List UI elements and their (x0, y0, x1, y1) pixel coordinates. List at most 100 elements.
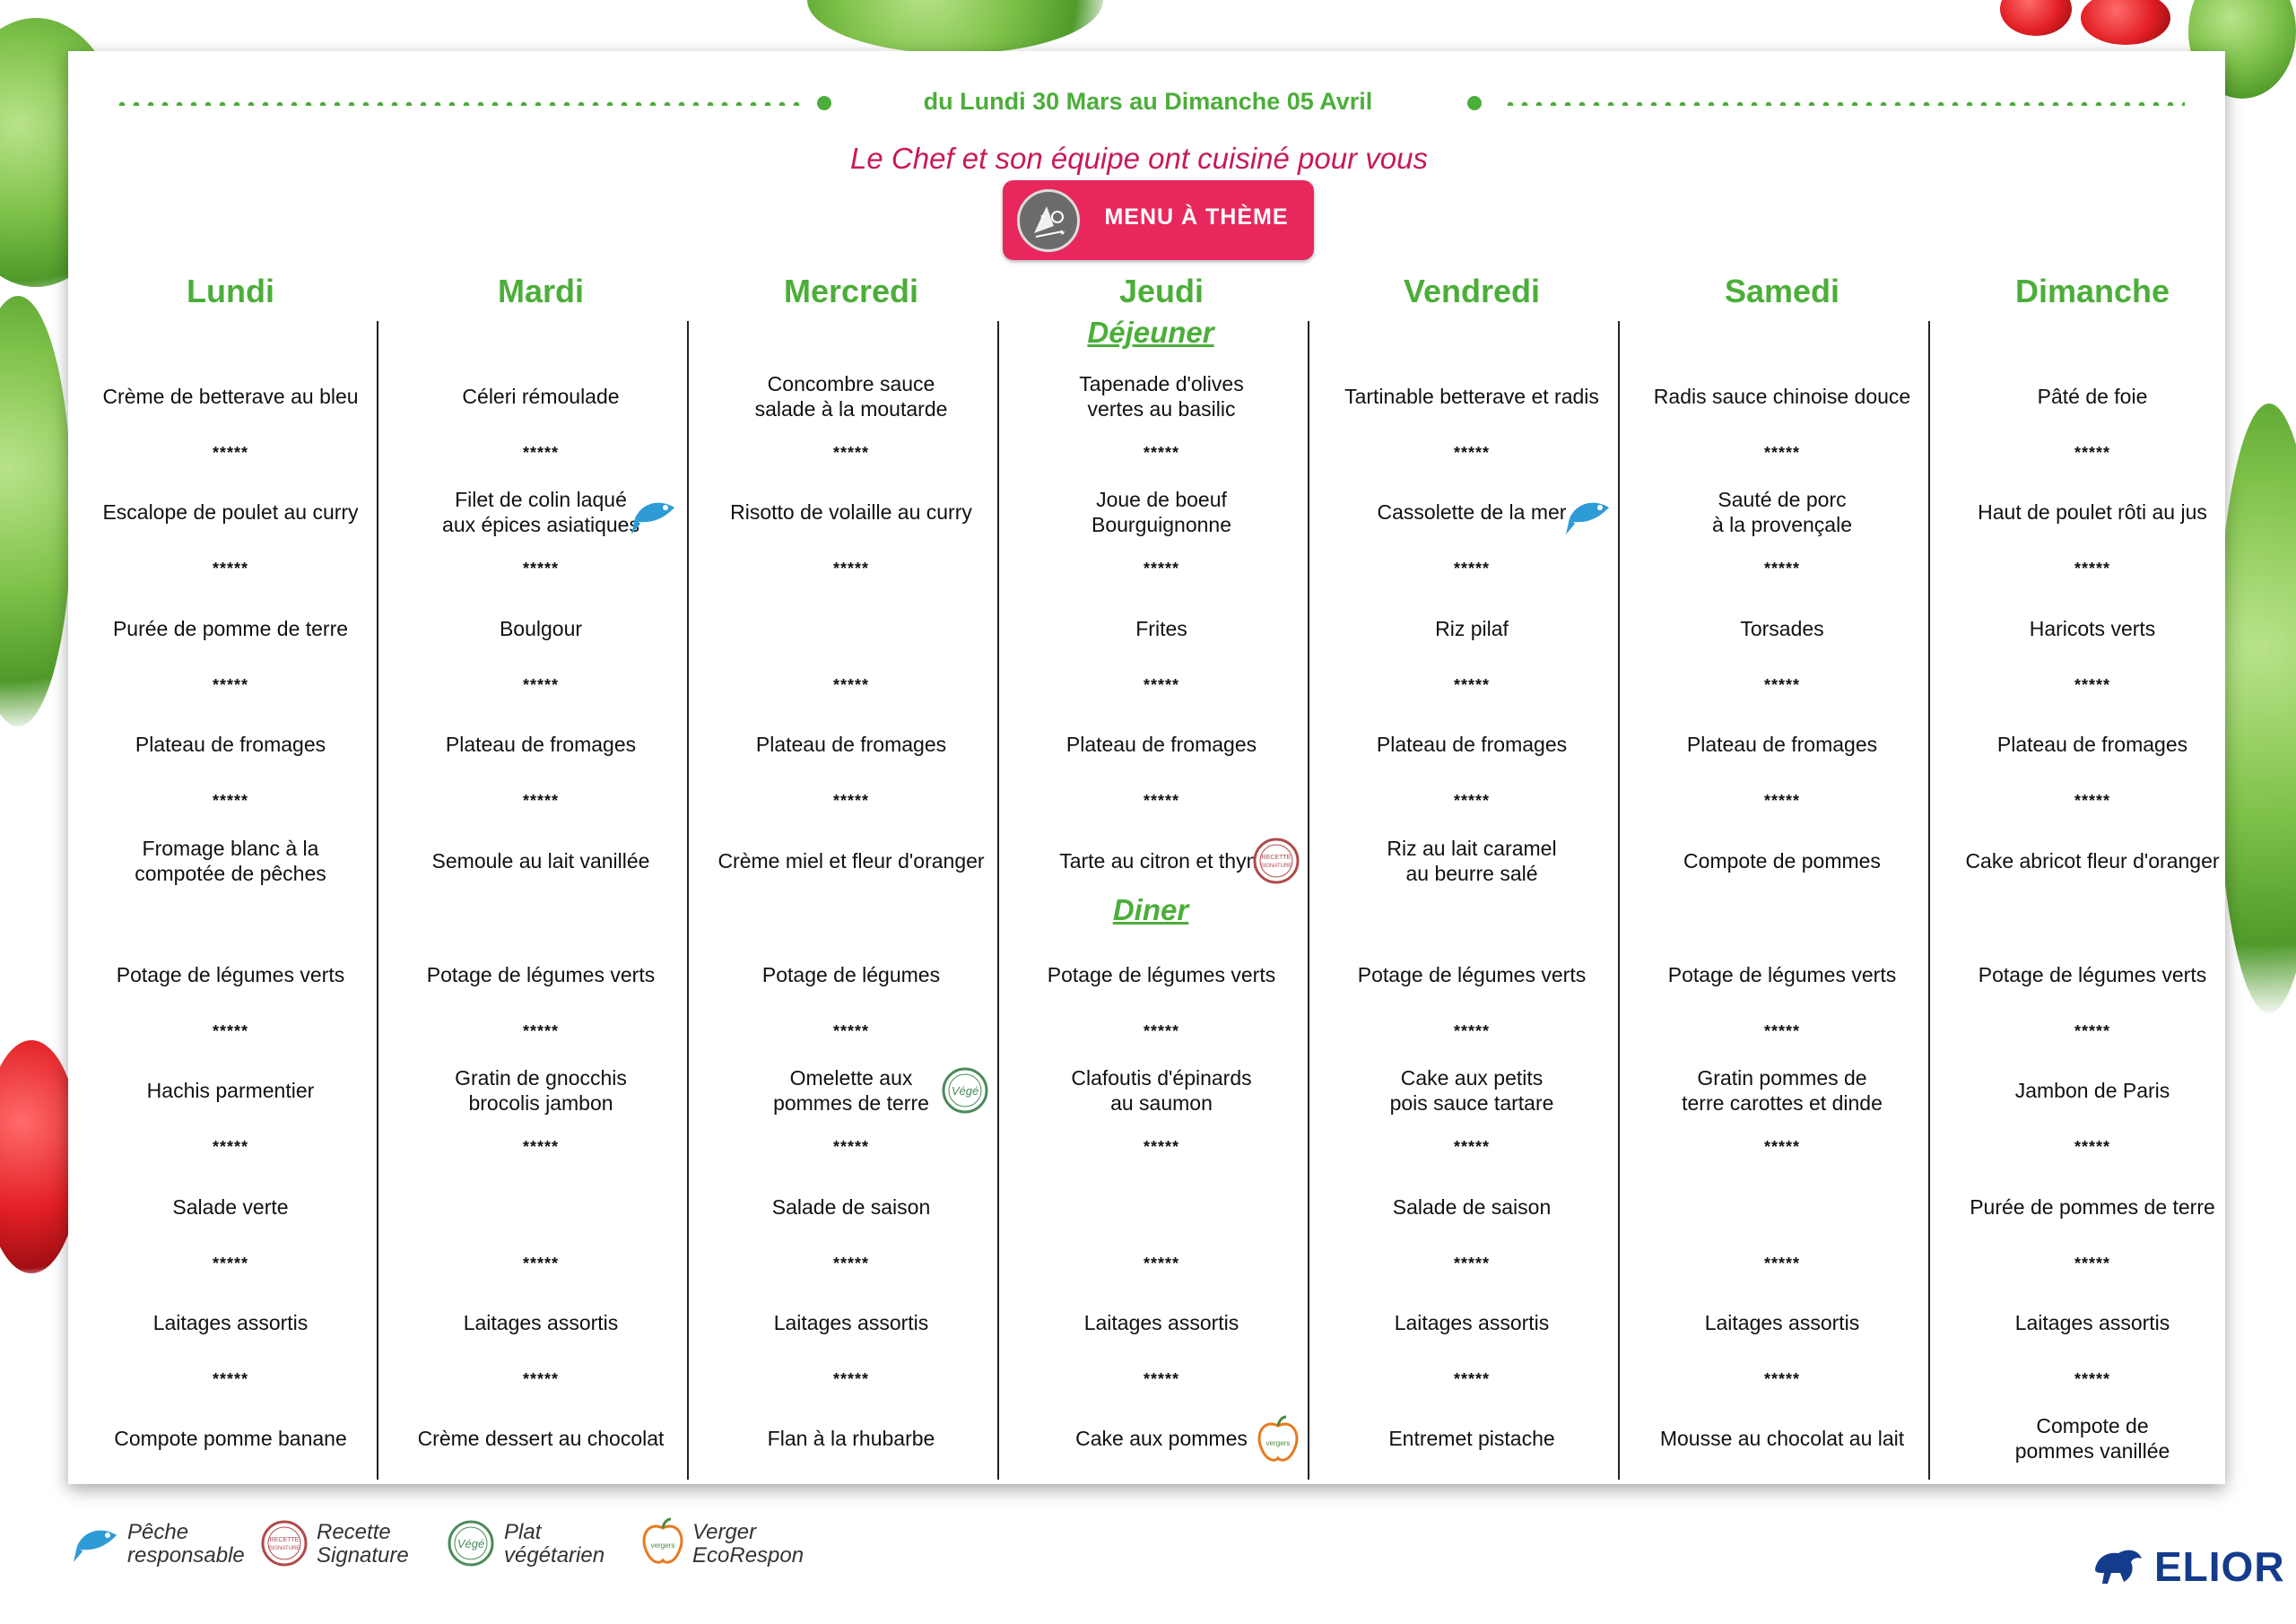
dinner-dish: Gratin pommes de terre carottes et dinde (1627, 1064, 1937, 1117)
dish-text: Salade verte (172, 1195, 289, 1219)
dinner-dish: Clafoutis d'épinards au saumon (1006, 1064, 1317, 1117)
dish-text: Céleri rémoulade (462, 385, 620, 408)
course-separator: ***** (522, 1370, 560, 1388)
dish-text: Crème dessert au chocolat (417, 1427, 665, 1450)
dish-text: Tarte au citron et thym (1059, 849, 1264, 873)
course-separator: ***** (2074, 560, 2111, 578)
course-separator: ***** (1453, 676, 1491, 694)
course-separator: ***** (1143, 560, 1180, 578)
lunch-dish: Plateau de fromages (696, 717, 1006, 771)
lunch-dish: Risotto de volaille au curry (696, 485, 1006, 539)
lunch-dish: Céleri rémoulade (386, 369, 696, 423)
course-separator: ***** (1143, 1138, 1180, 1156)
lunch-dish: Plateau de fromages (1006, 717, 1317, 771)
dish-text: Gratin pommes de terre carottes et dinde (1682, 1066, 1883, 1115)
lunch-dish: Plateau de fromages (386, 717, 696, 771)
dinner-dish: Laitages assortis (386, 1296, 696, 1350)
dotted-rule-right (1503, 100, 2185, 106)
dish-text: Purée de pommes de terre (1970, 1195, 2215, 1219)
strawberry-decoration (2081, 0, 2170, 45)
lunch-dish: Filet de colin laqué aux épices asiatiqu… (386, 485, 696, 539)
course-separator: ***** (522, 560, 560, 578)
dinner-dish (1006, 1180, 1317, 1234)
dish-text: Laitages assortis (1394, 1311, 1550, 1334)
course-separator: ***** (1453, 560, 1491, 578)
svg-text:★: ★ (1059, 229, 1065, 237)
dinner-dish: Potage de légumes verts (386, 948, 696, 1002)
dish-text: Laitages assortis (152, 1311, 309, 1334)
dinner-dish: Cake aux pommes (1006, 1411, 1317, 1465)
day-header-5: Samedi (1724, 273, 1840, 309)
dinner-dish: Laitages assortis (1006, 1296, 1317, 1350)
dinner-dish: Omelette aux pommes de terre (696, 1064, 1006, 1117)
course-separator: ***** (2074, 1370, 2111, 1388)
lunch-dish: Pâté de foie (1937, 369, 2248, 423)
dotted-rule-right-end (1467, 96, 1482, 110)
dinner-dish: Potage de légumes (696, 948, 1006, 1002)
lunch-dish: Boulgour (386, 602, 696, 656)
dish-text: Torsades (1740, 617, 1824, 640)
lunch-dish: Sauté de porc à la provençale (1627, 485, 1937, 539)
course-separator: ***** (2074, 676, 2111, 694)
fish-icon (1564, 488, 1613, 541)
column-divider (1928, 321, 1930, 1480)
dish-text: Crème de betterave au bleu (102, 385, 359, 408)
dish-text: Radis sauce chinoise douce (1653, 385, 1911, 408)
lunch-dish: Frites (1006, 602, 1317, 656)
dish-text: Boulgour (499, 617, 583, 640)
day-header-6: Dimanche (2014, 273, 2170, 309)
course-separator: ***** (1763, 1255, 1801, 1272)
lunch-dish (696, 602, 1006, 656)
dinner-dish: Compote de pommes vanillée (1937, 1411, 2248, 1465)
apple-icon: vergers (1254, 1413, 1302, 1466)
dish-text: Jambon de Paris (2014, 1079, 2170, 1102)
dish-text: Frites (1135, 617, 1187, 640)
dish-text: Crème miel et fleur d'oranger (718, 849, 985, 873)
column-divider (1308, 321, 1309, 1480)
course-separator: ***** (832, 444, 870, 462)
course-separator: ***** (1763, 676, 1801, 694)
lunch-dish: Compote de pommes (1627, 834, 1937, 888)
dish-text: Clafoutis d'épinards au saumon (1071, 1066, 1252, 1115)
svg-text:Végé: Végé (952, 1084, 978, 1098)
course-separator: ***** (522, 1255, 560, 1272)
lunch-dish: Radis sauce chinoise douce (1627, 369, 1937, 423)
lunch-dish: Cassolette de la mer (1317, 485, 1627, 539)
svg-text:Végé: Végé (457, 1537, 484, 1550)
dinner-dish: Entremet pistache (1317, 1411, 1627, 1465)
dinner-dish: Potage de légumes verts (1627, 948, 1937, 1002)
menu-theme-button[interactable]: ★ ★ MENU À THÈME (1003, 180, 1314, 260)
dish-text: Cake aux petits pois sauce tartare (1389, 1066, 1554, 1115)
day-header-3: Jeudi (1118, 273, 1205, 309)
lunch-dish: Plateau de fromages (1627, 717, 1937, 771)
lunch-dish: Purée de pomme de terre (75, 602, 386, 656)
brand-name: ELIOR (2154, 1543, 2285, 1590)
dish-text: Compote de pommes (1683, 849, 1881, 873)
recette-signature-icon: RECETTE SIGNATURE (1252, 837, 1300, 890)
legend-verger-text: Verger EcoRespon (692, 1520, 804, 1568)
lunch-dish: Riz au lait caramel au beurre salé (1317, 834, 1627, 888)
column-divider (997, 321, 999, 1480)
dinner-dish: Crème dessert au chocolat (386, 1411, 696, 1465)
dish-text: Hachis parmentier (146, 1079, 315, 1102)
course-separator: ***** (832, 792, 870, 810)
day-header-4: Vendredi (1403, 273, 1541, 309)
dinner-dish: Potage de légumes verts (1317, 948, 1627, 1002)
dinner-dish (386, 1180, 696, 1234)
dinner-dish: Potage de légumes verts (75, 948, 386, 1002)
dish-text: Flan à la rhubarbe (767, 1427, 935, 1450)
dish-text: Escalope de poulet au curry (102, 500, 359, 524)
lettuce-decoration (807, 0, 1103, 54)
lunch-dish: Joue de boeuf Bourguignonne (1006, 485, 1317, 539)
strawberry-decoration (2000, 0, 2072, 36)
course-separator: ***** (1143, 676, 1180, 694)
course-separator: ***** (522, 1138, 560, 1156)
course-separator: ***** (1453, 1255, 1491, 1272)
dinner-dish: Potage de légumes verts (1937, 948, 2248, 1002)
lunch-dish: Semoule au lait vanillée (386, 834, 696, 888)
dinner-dish: Salade de saison (696, 1180, 1006, 1234)
dish-text: Potage de légumes verts (1047, 963, 1276, 986)
dish-text: Cassolette de la mer (1377, 500, 1567, 524)
lettuce-decoration (0, 296, 72, 726)
fish-icon (72, 1515, 122, 1570)
